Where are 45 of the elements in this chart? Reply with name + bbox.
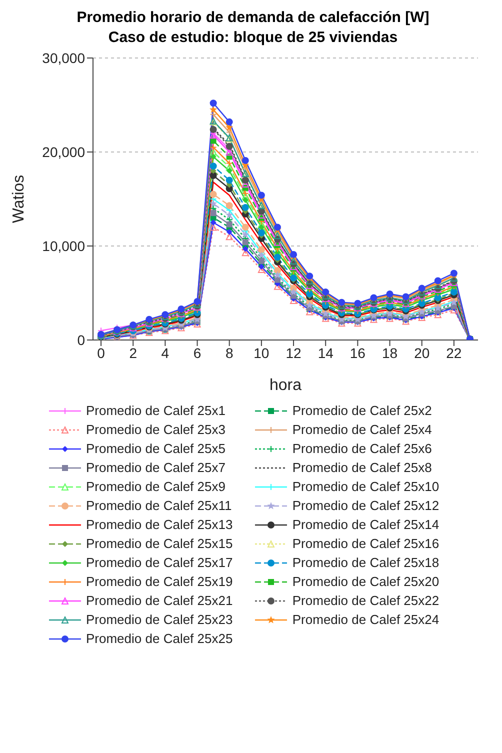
legend-label: Promedio de Calef 25x11	[86, 498, 232, 513]
x-tick-label: 4	[161, 344, 170, 361]
legend-label: Promedio de Calef 25x1	[86, 403, 226, 418]
legend-label: Promedio de Calef 25x20	[292, 574, 440, 589]
legend-label: Promedio de Calef 25x16	[292, 536, 440, 551]
legend-label: Promedio de Calef 25x15	[86, 536, 233, 551]
legend-label: Promedio de Calef 25x5	[86, 441, 226, 456]
legend-label: Promedio de Calef 25x10	[292, 479, 440, 494]
legend-label: Promedio de Calef 25x6	[292, 441, 432, 456]
legend-label: Promedio de Calef 25x22	[292, 593, 440, 608]
x-tick-label: 0	[97, 344, 106, 361]
legend-label: Promedio de Calef 25x4	[292, 422, 432, 437]
legend-label: Promedio de Calef 25x9	[86, 479, 226, 494]
legend-label: Promedio de Calef 25x12	[292, 498, 440, 513]
x-tick-label: 10	[254, 344, 270, 361]
y-tick-label: 10,000	[42, 238, 86, 254]
legend-label: Promedio de Calef 25x24	[292, 612, 440, 627]
legend-label: Promedio de Calef 25x8	[292, 460, 432, 475]
legend-label: Promedio de Calef 25x14	[292, 517, 440, 532]
x-tick-label: 14	[318, 344, 334, 361]
x-axis-title: hora	[269, 377, 302, 394]
y-tick-label: 30,000	[42, 50, 86, 66]
y-axis-title: Watios	[10, 174, 28, 224]
legend-label: Promedio de Calef 25x21	[86, 593, 233, 608]
legend-label: Promedio de Calef 25x19	[86, 574, 233, 589]
legend-label: Promedio de Calef 25x7	[86, 460, 226, 475]
legend-label: Promedio de Calef 25x3	[86, 422, 226, 437]
x-tick-label: 22	[446, 344, 462, 361]
x-tick-label: 18	[382, 344, 398, 361]
legend-label: Promedio de Calef 25x17	[86, 555, 233, 570]
x-tick-label: 8	[225, 344, 234, 361]
legend-label: Promedio de Calef 25x13	[86, 517, 233, 532]
x-tick-label: 12	[286, 344, 302, 361]
x-tick-label: 2	[129, 344, 138, 361]
x-tick-label: 20	[414, 344, 430, 361]
chart-subtitle: Caso de estudio: bloque de 25 viviendas	[107, 28, 399, 48]
legend-label: Promedio de Calef 25x18	[292, 555, 440, 570]
y-tick-label: 0	[77, 332, 86, 348]
x-tick-label: 6	[193, 344, 202, 361]
legend-label: Promedio de Calef 25x23	[86, 612, 233, 627]
chart-title: Promedio horario de demanda de calefacción [W]	[76, 8, 430, 28]
y-tick-label: 20,000	[42, 144, 86, 160]
legend-label: Promedio de Calef 25x2	[292, 403, 432, 418]
x-tick-label: 16	[350, 344, 366, 361]
legend-label: Promedio de Calef 25x25	[86, 631, 233, 646]
